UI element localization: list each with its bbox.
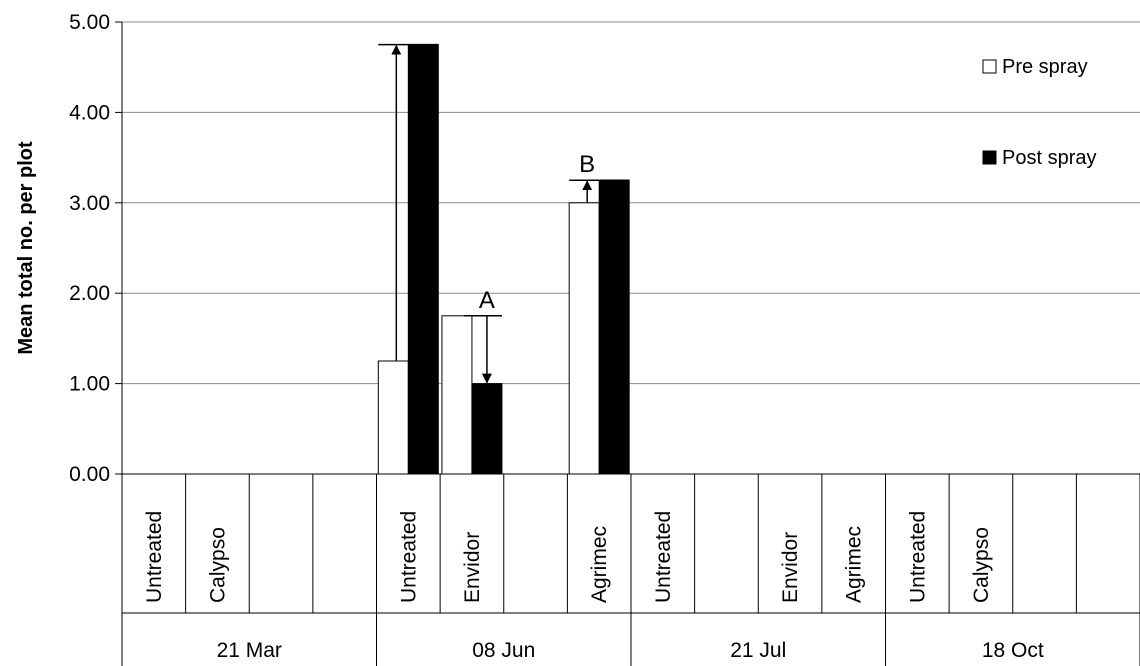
y-tick-label: 4.00 [69,101,110,124]
y-tick-label: 5.00 [69,11,110,34]
category-label: Agrimec [588,526,611,603]
legend: Pre spray Post spray [982,56,1096,169]
legend-label: Post spray [1002,147,1096,169]
bar-pre-spray [377,360,409,475]
group-label: 08 Jun [472,639,535,662]
group-label: 21 Jul [730,639,786,662]
annotations: AB [378,43,630,384]
legend-label: Pre spray [1002,56,1088,78]
y-tick-label: 3.00 [69,192,110,215]
annotation-label: B [579,151,595,178]
bar-post-spray [598,179,630,475]
axes: 0.00 1.00 2.00 3.00 4.00 5.00 [69,11,1140,666]
y-axis-title: Mean total no. per plot [15,141,37,355]
legend-swatch [982,59,997,74]
group-label: 21 Mar [217,639,282,662]
bars [377,44,630,475]
category-label: Untreated [397,511,420,603]
annotation-label: A [479,287,495,314]
category-label: Calypso [970,527,993,603]
bar-post-spray [407,44,439,475]
category-label: Untreated [143,511,166,603]
y-tick-label: 2.00 [69,282,110,305]
bar-pre-spray [441,315,473,475]
category-label: Untreated [906,511,929,603]
category-label: Calypso [206,527,229,603]
category-label: Untreated [652,511,675,603]
category-label: Envidor [779,532,802,603]
legend-swatch [982,150,997,165]
y-tick-label: 0.00 [69,463,110,486]
y-tick-label: 1.00 [69,373,110,396]
gridlines [122,21,1140,385]
category-label: Agrimec [843,526,866,603]
category-label: Envidor [461,532,484,603]
bar-post-spray [471,383,503,475]
bar-pre-spray [568,202,600,475]
category-labels: Untreated Calypso Untreated Envidor Agrimec U… [143,511,1044,662]
group-label: 18 Oct [982,639,1044,662]
